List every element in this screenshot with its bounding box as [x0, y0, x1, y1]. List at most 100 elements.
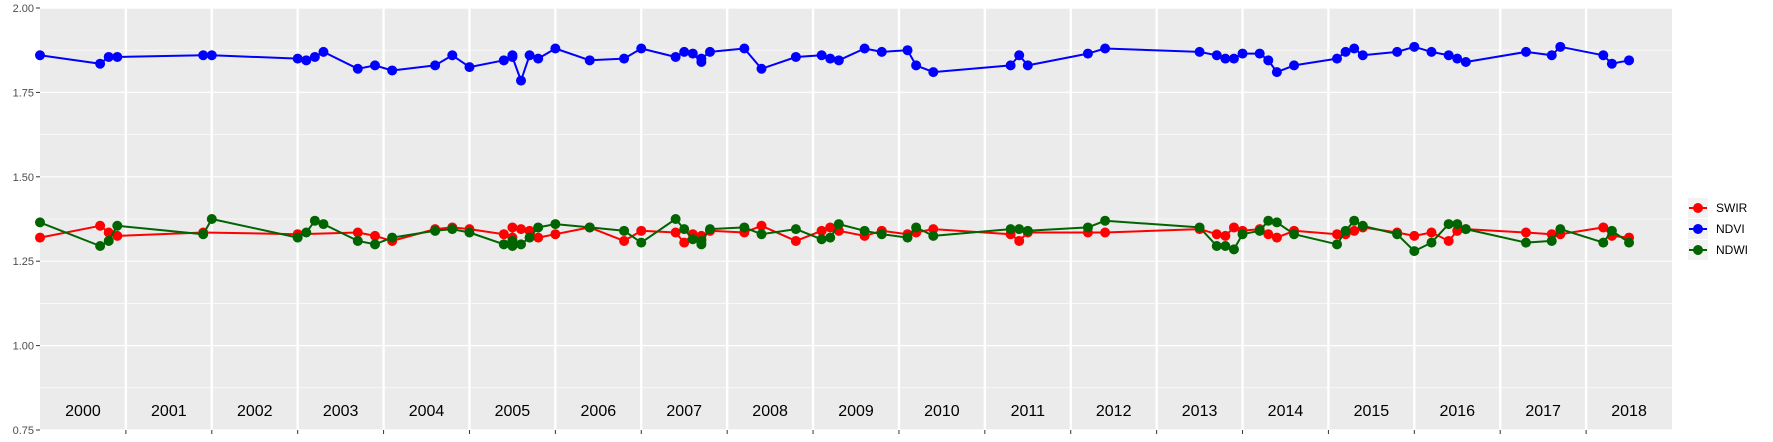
ndwi-point — [1271, 217, 1282, 228]
major-gridlines — [40, 7, 1672, 431]
ndwi-point — [687, 234, 698, 245]
ndvi-point — [1332, 53, 1343, 64]
swir-point — [369, 230, 380, 241]
year-label: 2012 — [1096, 403, 1132, 420]
ndwi-point — [301, 227, 312, 238]
ndvi-point — [1211, 50, 1222, 61]
ndvi-point — [619, 53, 630, 64]
ndvi-point — [1014, 50, 1025, 61]
year-label: 2006 — [581, 403, 617, 420]
swir-point — [670, 227, 681, 238]
ndwi-series — [35, 214, 1635, 257]
x-axis — [125, 430, 1587, 434]
ndvi-point — [206, 50, 217, 61]
year-label: 2000 — [65, 403, 101, 420]
ndvi-point — [1546, 50, 1557, 61]
ndvi-point — [352, 63, 363, 74]
ndwi-point — [1520, 237, 1531, 248]
ndwi-point — [756, 229, 767, 240]
ndwi-point — [911, 222, 922, 233]
ndvi-point — [103, 51, 114, 62]
ndvi-point — [636, 43, 647, 54]
ndwi-point — [825, 232, 836, 243]
ndwi-point — [833, 219, 844, 230]
ndvi-point — [1228, 53, 1239, 64]
ndvi-point — [369, 60, 380, 71]
ndvi-point — [1409, 41, 1420, 52]
ndwi-point — [584, 222, 595, 233]
ndwi-point — [1228, 244, 1239, 255]
ndvi-point — [1443, 50, 1454, 61]
ndwi-point — [859, 225, 870, 236]
ndvi-point — [1349, 43, 1360, 54]
swir-point — [112, 230, 123, 241]
ndwi-point — [816, 234, 827, 245]
swir-point — [507, 222, 518, 233]
ndwi-point — [1426, 237, 1437, 248]
ndvi-point — [1022, 60, 1033, 71]
year-label: 2015 — [1354, 403, 1390, 420]
swir-point — [825, 222, 836, 233]
ndvi-point — [1624, 55, 1635, 66]
ndwi-point — [1452, 219, 1463, 230]
ndwi-point — [35, 217, 45, 228]
ndvi-point — [1392, 46, 1403, 57]
ndwi-point — [1263, 215, 1274, 226]
ndwi-point — [1100, 215, 1111, 226]
ndwi-point — [206, 214, 217, 224]
y-tick-label: 2.00 — [13, 3, 34, 15]
year-label: 2017 — [1525, 403, 1561, 420]
ndvi-point — [1194, 46, 1205, 57]
ndvi-point — [318, 46, 329, 57]
ndvi-point — [112, 51, 123, 62]
ndvi-point — [198, 50, 209, 61]
ndvi-point — [533, 53, 544, 64]
ndwi-point — [352, 235, 363, 246]
ndvi-point — [447, 50, 458, 61]
swir-point — [1228, 222, 1239, 233]
ndvi-point — [696, 53, 707, 64]
swir-point — [550, 229, 561, 240]
ndwi-point — [1289, 229, 1300, 240]
swir-point — [516, 224, 527, 235]
ndwi-point — [507, 241, 518, 252]
ndwi-point — [309, 215, 320, 226]
ndwi-point — [1194, 222, 1205, 233]
ndwi-legend-label: NDWI — [1716, 243, 1748, 257]
ndvi-point — [928, 67, 939, 78]
year-label: 2007 — [666, 403, 702, 420]
legend: SWIR NDVI NDWI — [1688, 198, 1748, 260]
ndvi-point — [816, 50, 827, 61]
ndwi-point — [679, 224, 690, 235]
ndvi-point — [687, 48, 698, 59]
swir-point — [1443, 235, 1454, 246]
ndwi-point — [550, 219, 561, 230]
ndvi-point — [498, 55, 509, 66]
year-label: 2010 — [924, 403, 960, 420]
ndwi-point — [928, 230, 939, 241]
ndvi-point — [1520, 46, 1531, 57]
ndvi-point — [1100, 43, 1111, 54]
swir-point — [619, 235, 630, 246]
year-label: 2018 — [1611, 403, 1647, 420]
ndvi-point — [739, 43, 750, 54]
ndvi-point — [584, 55, 595, 66]
year-label: 2014 — [1268, 403, 1304, 420]
ndvi-point — [1598, 50, 1609, 61]
ndwi-point — [387, 232, 398, 243]
swir-point — [1426, 227, 1437, 238]
y-tick-label: 1.75 — [13, 87, 34, 99]
swir-point — [1409, 230, 1420, 241]
year-label: 2016 — [1439, 403, 1475, 420]
ndvi-series — [35, 41, 1635, 86]
ndwi-point — [876, 229, 887, 240]
ndvi-point — [1082, 48, 1093, 59]
ndvi-point — [1289, 60, 1300, 71]
swir-point — [790, 235, 801, 246]
swir-point — [679, 237, 690, 248]
ndwi-point — [1332, 239, 1343, 250]
ndwi-point — [103, 235, 114, 246]
ndwi-point — [636, 237, 647, 248]
ndwi-point — [1220, 241, 1231, 252]
swir-point — [1598, 222, 1609, 233]
